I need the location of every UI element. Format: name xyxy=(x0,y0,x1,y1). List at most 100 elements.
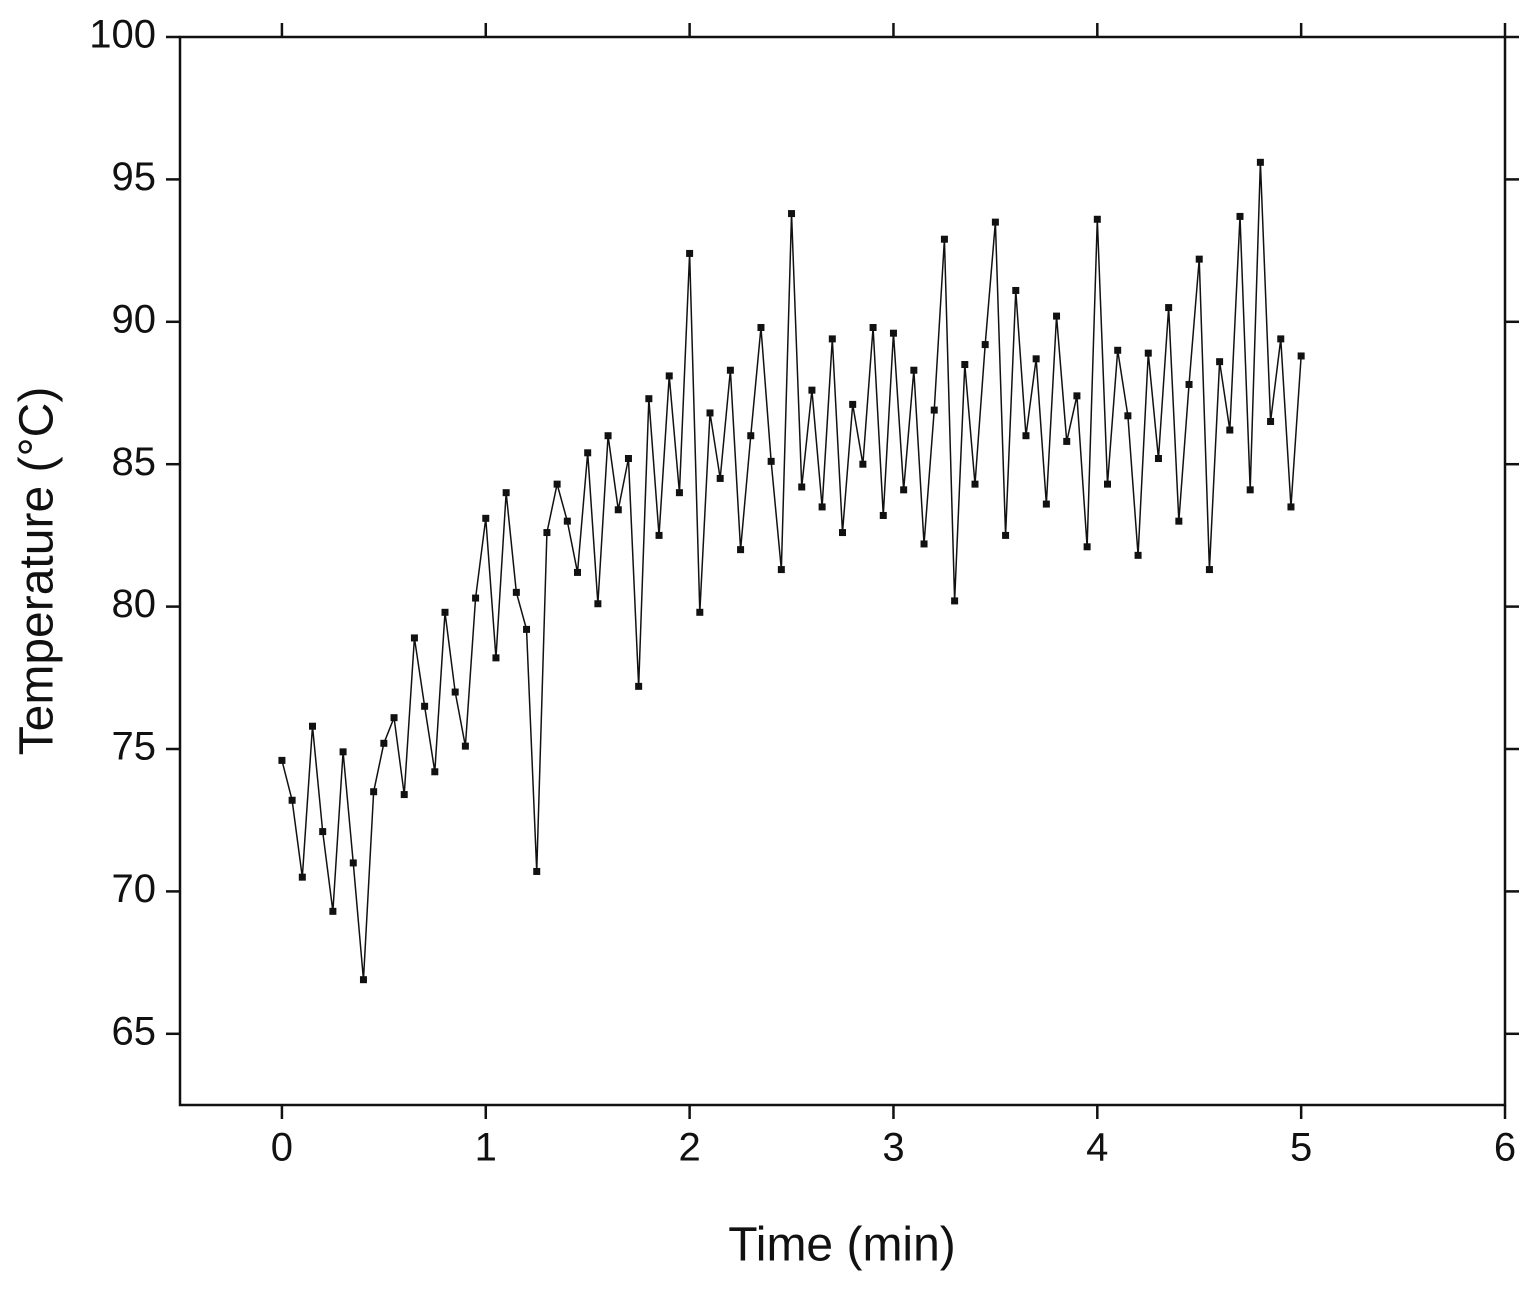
data-point xyxy=(706,409,714,417)
data-point xyxy=(431,768,439,776)
data-point xyxy=(1256,158,1264,166)
data-point xyxy=(1093,215,1101,223)
data-point xyxy=(298,873,306,881)
data-point xyxy=(971,480,979,488)
data-line xyxy=(281,162,1302,980)
data-point xyxy=(951,597,959,605)
data-point xyxy=(359,976,367,984)
data-point xyxy=(635,682,643,690)
y-tick-label: 65 xyxy=(112,1009,157,1053)
data-point xyxy=(543,529,551,537)
data-point xyxy=(991,218,999,226)
data-point xyxy=(859,460,867,468)
data-point xyxy=(1114,346,1122,354)
data-point xyxy=(1083,543,1091,551)
data-point xyxy=(920,540,928,548)
x-tick-label: 6 xyxy=(1494,1126,1516,1170)
data-point xyxy=(675,489,683,497)
y-tick-label: 70 xyxy=(112,867,157,911)
plot-frame xyxy=(178,35,1507,1107)
data-point xyxy=(329,907,337,915)
y-tick-label: 95 xyxy=(112,155,157,199)
data-point xyxy=(808,386,816,394)
data-point xyxy=(1226,426,1234,434)
data-point xyxy=(1124,412,1132,420)
data-point xyxy=(1297,352,1305,360)
data-point xyxy=(278,756,286,764)
data-point xyxy=(1154,455,1162,463)
data-point xyxy=(737,546,745,554)
data-point xyxy=(1205,566,1213,574)
x-tick-label: 3 xyxy=(882,1126,904,1170)
data-point xyxy=(370,788,378,796)
data-point xyxy=(1022,432,1030,440)
data-point xyxy=(1104,480,1111,488)
data-point xyxy=(339,748,347,756)
x-tick-label: 4 xyxy=(1086,1126,1108,1170)
y-tick-label: 80 xyxy=(112,582,157,626)
x-tick-label: 0 xyxy=(271,1126,293,1170)
data-point xyxy=(492,654,500,662)
data-point xyxy=(421,702,429,710)
data-point xyxy=(349,859,357,867)
data-point xyxy=(380,739,388,747)
data-point xyxy=(1195,255,1203,263)
data-point xyxy=(1246,486,1254,494)
data-point xyxy=(288,796,296,804)
data-point xyxy=(1267,417,1275,425)
data-point xyxy=(604,432,612,440)
data-point xyxy=(563,517,571,525)
data-point xyxy=(798,483,806,491)
data-point xyxy=(889,329,897,337)
data-point xyxy=(594,600,602,608)
data-point xyxy=(533,867,541,875)
data-point xyxy=(319,828,327,836)
data-point xyxy=(1216,358,1224,366)
data-point xyxy=(665,372,673,380)
data-point xyxy=(818,503,826,511)
data-point xyxy=(900,486,908,494)
data-point xyxy=(1185,380,1193,388)
data-point xyxy=(482,514,490,522)
data-point xyxy=(400,791,408,799)
x-tick-label: 1 xyxy=(475,1126,497,1170)
data-point xyxy=(645,395,653,403)
data-point xyxy=(410,634,418,642)
data-point xyxy=(828,335,836,343)
data-point xyxy=(767,457,775,465)
data-point xyxy=(1063,437,1071,445)
y-tick-label: 85 xyxy=(112,440,157,484)
data-point xyxy=(839,529,846,537)
data-point xyxy=(849,400,857,408)
data-point xyxy=(512,588,520,596)
data-point xyxy=(390,714,398,722)
data-point xyxy=(451,688,459,696)
data-point xyxy=(655,531,663,539)
data-point xyxy=(777,566,785,574)
data-point xyxy=(1012,286,1020,294)
y-tick-label: 100 xyxy=(89,13,156,57)
y-tick-label: 90 xyxy=(112,297,157,341)
data-point xyxy=(624,455,632,463)
data-point xyxy=(1042,500,1050,508)
data-point xyxy=(1032,355,1040,363)
data-point xyxy=(502,489,510,497)
data-point xyxy=(757,323,765,331)
x-tick-label: 5 xyxy=(1290,1126,1312,1170)
data-point xyxy=(869,323,877,331)
data-point xyxy=(523,625,531,633)
data-point xyxy=(910,366,918,374)
data-point xyxy=(930,406,938,414)
data-point xyxy=(961,361,969,369)
data-point xyxy=(1236,212,1244,220)
data-point xyxy=(747,432,755,440)
y-tick-label: 75 xyxy=(112,725,157,769)
data-point xyxy=(1175,517,1183,525)
data-point xyxy=(461,742,469,750)
data-point xyxy=(472,594,480,602)
data-point xyxy=(1002,531,1010,539)
data-point xyxy=(726,366,734,374)
data-point xyxy=(614,506,622,514)
data-point xyxy=(696,608,704,616)
